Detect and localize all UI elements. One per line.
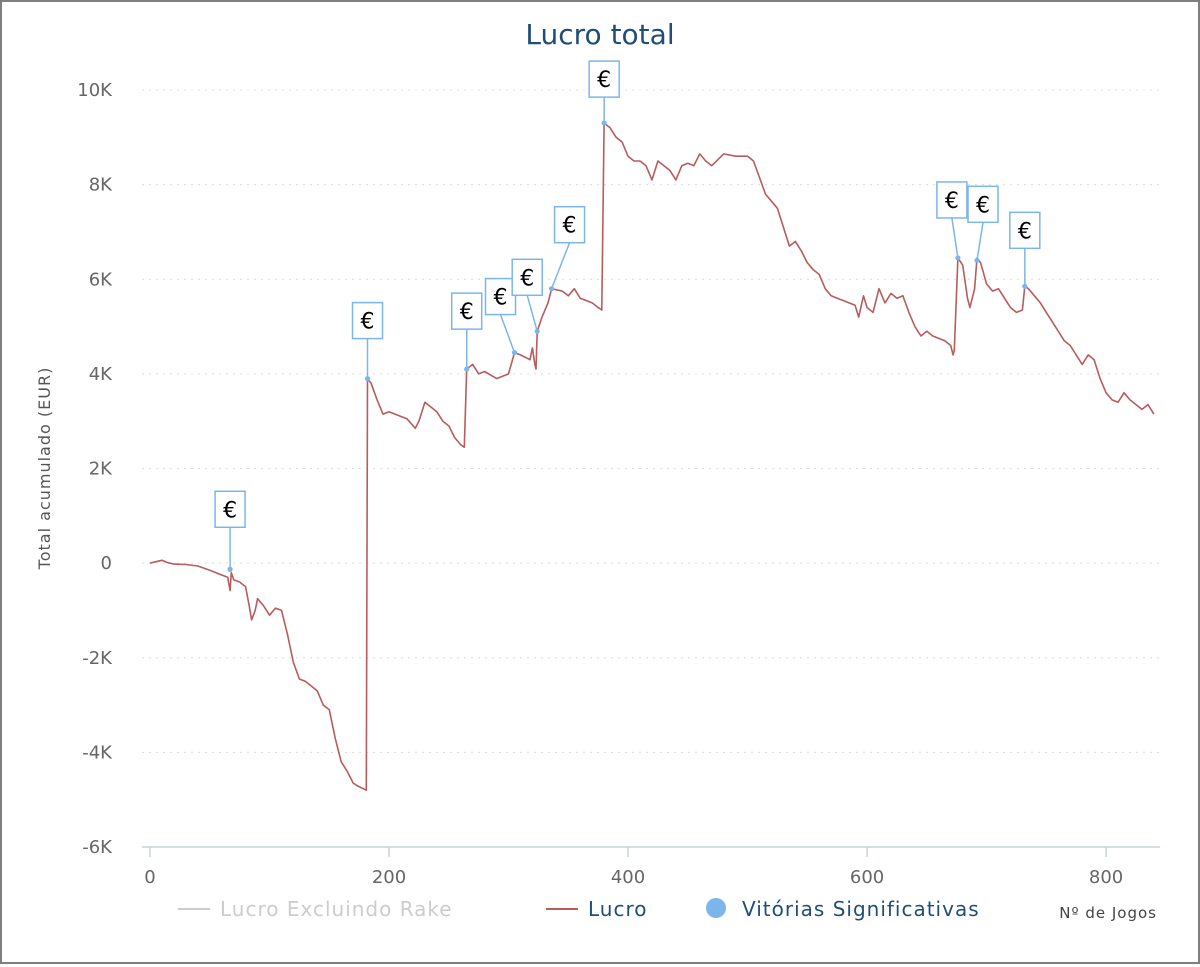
- flag-box[interactable]: [936, 181, 968, 219]
- vitoria-significativa-flag[interactable]: €: [450, 292, 483, 372]
- y-tick-label: 4K: [89, 364, 113, 385]
- y-tick-label: -2K: [82, 648, 113, 669]
- legend-label[interactable]: Lucro: [588, 897, 647, 921]
- euro-icon: €: [1018, 219, 1032, 244]
- euro-icon: €: [597, 68, 611, 93]
- y-tick-label: 2K: [89, 459, 113, 480]
- flag-box[interactable]: [511, 258, 543, 297]
- vitoria-point[interactable]: [601, 120, 607, 126]
- flag-box[interactable]: [588, 60, 620, 98]
- vitoria-significativa-flag[interactable]: €: [1009, 211, 1041, 289]
- vitoria-significativa-flag[interactable]: €: [588, 60, 620, 126]
- chart-title: Lucro total: [525, 18, 674, 51]
- flag-stem: [550, 242, 571, 289]
- grid-layer: [142, 89, 1160, 753]
- y-tick-label: 0: [101, 553, 112, 574]
- flag-stem: [951, 217, 959, 259]
- y-tick-label: 8K: [89, 175, 113, 196]
- x-tick-label: 200: [372, 867, 406, 888]
- vitoria-point[interactable]: [511, 349, 518, 356]
- flag-stem: [976, 222, 984, 261]
- euro-icon: €: [563, 214, 577, 239]
- legend-label[interactable]: Vitórias Significativas: [742, 897, 980, 921]
- legend-label[interactable]: Lucro Excluindo Rake: [220, 897, 453, 921]
- vitoria-significativa-flag[interactable]: €: [351, 301, 384, 382]
- euro-icon: €: [460, 300, 474, 325]
- vitoria-significativa-flag[interactable]: €: [548, 205, 586, 292]
- series-layer: [149, 122, 1155, 791]
- vitoria-significativa-flag[interactable]: €: [484, 277, 518, 356]
- flag-stem: [526, 295, 538, 332]
- y-axis-ticks: 10K 8K 6K 4K 2K 0 -2K -4K -6K: [77, 80, 113, 858]
- x-tick-label: 800: [1089, 867, 1123, 888]
- euro-icon: €: [976, 193, 990, 218]
- legend-item[interactable]: Lucro: [546, 897, 647, 921]
- vitoria-significativa-flag[interactable]: €: [214, 490, 246, 572]
- x-axis-ticks: 0 200 400 600 800: [144, 847, 1123, 888]
- flag-box[interactable]: [1009, 211, 1041, 250]
- euro-icon: €: [223, 498, 237, 523]
- vitoria-significativa-flag[interactable]: €: [936, 181, 968, 261]
- y-axis-label: Total acumulado (EUR): [35, 367, 54, 571]
- y-tick-label: 10K: [77, 80, 113, 101]
- euro-icon: €: [520, 266, 534, 291]
- euro-icon: €: [494, 286, 508, 311]
- flag-box[interactable]: [967, 185, 999, 224]
- legend-item[interactable]: Lucro Excluindo Rake: [178, 897, 453, 921]
- flag-box[interactable]: [214, 490, 246, 529]
- euro-icon: €: [945, 189, 959, 214]
- series-line-lucro[interactable]: [149, 122, 1155, 791]
- vitoria-point[interactable]: [548, 286, 555, 292]
- vitoria-point[interactable]: [534, 328, 540, 334]
- legend[interactable]: Lucro Excluindo Rake Lucro Vitórias Signif…: [178, 897, 980, 921]
- y-tick-label: -4K: [82, 742, 113, 763]
- vitoria-significativa-flag[interactable]: €: [967, 185, 999, 263]
- flag-box[interactable]: [450, 292, 483, 330]
- x-axis-label: Nº de Jogos: [1059, 904, 1157, 922]
- marker-layer: € € € € € € € € € €: [214, 60, 1041, 572]
- flag-stem: [499, 314, 516, 353]
- vitoria-point[interactable]: [227, 566, 233, 572]
- vitoria-point[interactable]: [364, 376, 371, 382]
- vitoria-point[interactable]: [955, 255, 961, 261]
- x-tick-label: 0: [144, 867, 155, 888]
- flag-box[interactable]: [484, 277, 517, 316]
- x-tick-label: 600: [850, 867, 884, 888]
- vitoria-point[interactable]: [1022, 283, 1028, 289]
- vitoria-significativa-flag[interactable]: €: [511, 258, 543, 334]
- y-tick-label: -6K: [82, 837, 113, 858]
- legend-circle-swatch: [706, 898, 726, 918]
- vitoria-point[interactable]: [974, 257, 980, 263]
- euro-icon: €: [361, 310, 375, 335]
- y-tick-label: 6K: [89, 269, 113, 290]
- flag-box[interactable]: [351, 301, 384, 340]
- flag-box[interactable]: [553, 205, 586, 244]
- legend-item[interactable]: Vitórias Significativas: [706, 897, 980, 921]
- vitoria-point[interactable]: [464, 366, 470, 372]
- x-tick-label: 400: [611, 867, 645, 888]
